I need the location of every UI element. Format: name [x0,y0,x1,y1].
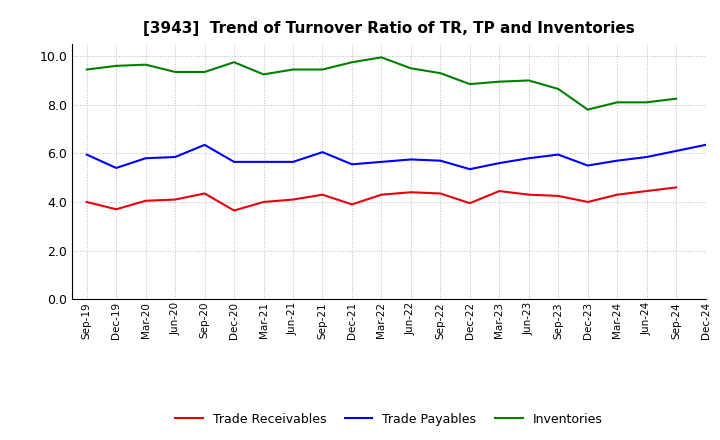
Trade Receivables [141,198,150,203]
Inventories [524,78,533,83]
Trade Receivables [436,191,445,196]
Inventories [259,72,268,77]
Inventories [112,63,120,69]
Trade Payables [141,156,150,161]
Trade Payables [318,150,327,155]
Trade Payables [230,159,238,165]
Trade Receivables [672,185,680,190]
Trade Receivables [200,191,209,196]
Legend: Trade Receivables, Trade Payables, Inventories: Trade Receivables, Trade Payables, Inven… [175,413,603,425]
Inventories [377,55,386,60]
Trade Receivables [407,190,415,195]
Trade Receivables [466,201,474,206]
Trade Payables [672,148,680,154]
Trade Receivables [377,192,386,197]
Line: Trade Receivables: Trade Receivables [86,187,676,210]
Inventories [200,70,209,75]
Inventories [289,67,297,72]
Inventories [613,100,621,105]
Trade Payables [407,157,415,162]
Trade Payables [171,154,179,160]
Inventories [436,70,445,76]
Trade Receivables [230,208,238,213]
Trade Receivables [112,207,120,212]
Trade Receivables [642,188,651,194]
Inventories [230,59,238,65]
Trade Payables [259,159,268,165]
Trade Payables [348,161,356,167]
Trade Payables [524,156,533,161]
Trade Payables [554,152,562,157]
Trade Receivables [613,192,621,197]
Inventories [318,67,327,72]
Inventories [82,67,91,72]
Trade Receivables [318,192,327,197]
Trade Receivables [495,188,503,194]
Trade Payables [642,154,651,160]
Inventories [583,107,592,112]
Inventories [407,66,415,71]
Trade Payables [112,165,120,171]
Trade Receivables [524,192,533,197]
Trade Payables [82,152,91,157]
Trade Payables [436,158,445,163]
Inventories [495,79,503,84]
Inventories [672,96,680,101]
Trade Receivables [554,193,562,198]
Trade Payables [289,159,297,165]
Inventories [466,81,474,87]
Inventories [171,70,179,75]
Trade Receivables [259,199,268,205]
Trade Payables [613,158,621,163]
Inventories [141,62,150,67]
Inventories [348,59,356,65]
Trade Payables [377,159,386,165]
Trade Payables [466,166,474,172]
Trade Payables [200,142,209,147]
Line: Inventories: Inventories [86,57,676,110]
Inventories [642,100,651,105]
Title: [3943]  Trend of Turnover Ratio of TR, TP and Inventories: [3943] Trend of Turnover Ratio of TR, TP… [143,21,634,36]
Inventories [554,86,562,92]
Trade Receivables [171,197,179,202]
Trade Payables [701,142,710,147]
Trade Receivables [583,199,592,205]
Trade Receivables [289,197,297,202]
Trade Receivables [348,202,356,207]
Line: Trade Payables: Trade Payables [86,145,706,169]
Trade Payables [495,161,503,166]
Trade Payables [583,163,592,168]
Trade Receivables [82,199,91,205]
